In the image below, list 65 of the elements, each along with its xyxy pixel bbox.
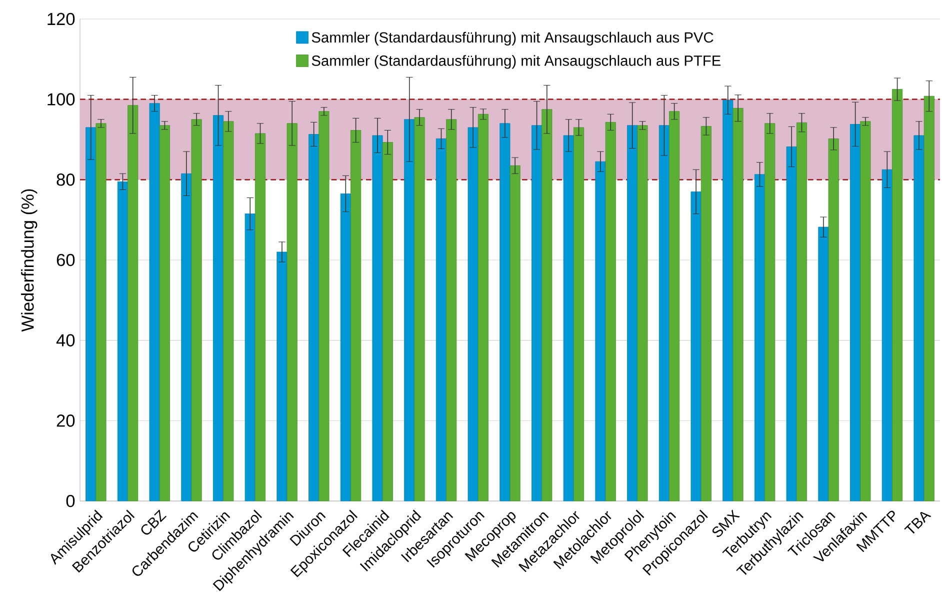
bar (86, 127, 96, 502)
bar (117, 181, 128, 502)
bar (882, 169, 892, 502)
bar (700, 126, 712, 502)
bar (658, 125, 670, 502)
bar (595, 161, 606, 502)
bar (860, 121, 871, 502)
bar (372, 135, 383, 502)
bar (892, 89, 903, 502)
y-tick-label: 40 (56, 334, 75, 346)
bar (828, 138, 839, 502)
bar (722, 100, 734, 502)
bar (914, 135, 924, 502)
bar (340, 194, 351, 502)
y-tick-label: 0 (66, 494, 75, 508)
bar (732, 108, 744, 502)
bar (754, 174, 766, 502)
bar (96, 123, 106, 502)
y-tick-label: 120 (48, 12, 75, 26)
bar (149, 103, 160, 502)
bar (669, 111, 680, 502)
bar (128, 105, 138, 502)
bar (690, 192, 702, 502)
y-axis-title: Wiederfindung (%) (21, 189, 38, 332)
bar (500, 123, 510, 502)
bar (191, 119, 202, 502)
bar (818, 226, 829, 502)
bar (446, 119, 457, 502)
bar (532, 125, 542, 502)
bar (796, 122, 808, 502)
bar (478, 114, 488, 502)
bar (404, 119, 415, 502)
bar (382, 142, 393, 502)
bar (276, 252, 288, 502)
bar (542, 109, 552, 502)
bar (414, 117, 425, 502)
bar (605, 122, 616, 502)
bar (574, 127, 584, 502)
bar (350, 130, 362, 502)
bar (159, 125, 170, 502)
bar (627, 125, 638, 502)
bar (850, 124, 861, 502)
bar (637, 125, 648, 502)
bar (286, 123, 298, 502)
bar (181, 173, 192, 502)
bar (213, 115, 224, 502)
y-tick-label: 80 (56, 174, 75, 186)
bar (223, 121, 234, 502)
bar (308, 134, 320, 502)
bar (924, 96, 934, 502)
y-tick-label: 100 (48, 93, 75, 106)
y-tick-label: 60 (56, 254, 75, 266)
legend-label: Sammler (Standardausführung) mit Ansaugschlauch aus PTFE (312, 55, 721, 69)
bar (764, 123, 776, 502)
legend-label: Sammler (Standardausführung) mit Ansaugschlauch aus PVC (312, 32, 714, 46)
bar (786, 146, 797, 502)
bar (244, 214, 256, 502)
bar (254, 133, 266, 502)
x-tick-label: TBA (904, 512, 932, 534)
bar (510, 165, 520, 502)
y-tick-label: 20 (56, 414, 75, 427)
bar (318, 111, 330, 502)
bar (563, 135, 574, 502)
bar (468, 127, 478, 502)
bar (436, 138, 447, 502)
